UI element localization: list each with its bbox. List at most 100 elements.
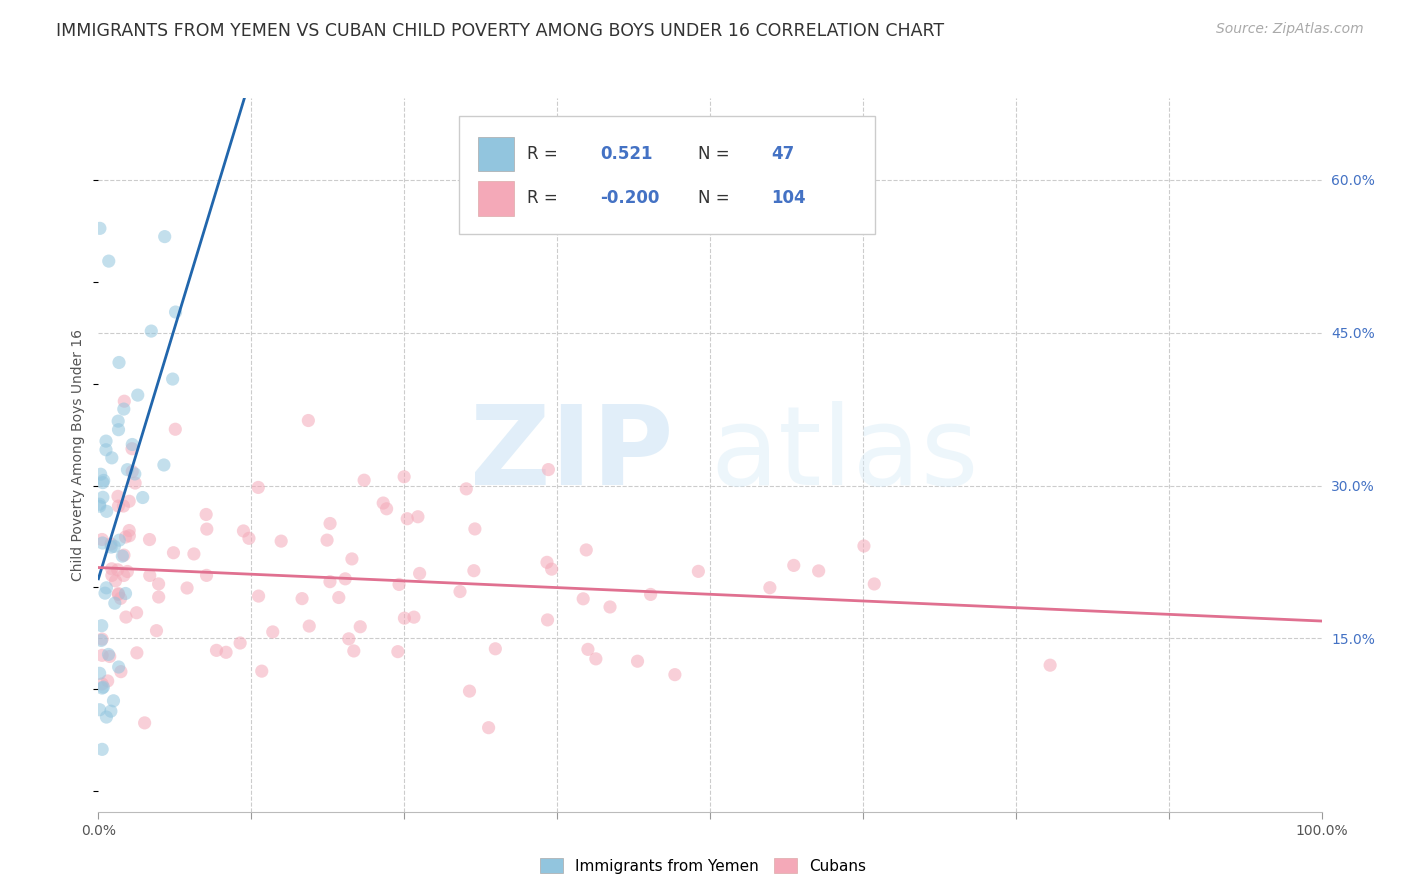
Point (215, 645, 238, 659)
Point (91, 632, 114, 646)
Point (96, 581, 118, 595)
Point (118, 494, 141, 508)
Point (91, 742, 114, 756)
Text: atlas: atlas (710, 401, 979, 508)
Point (375, 501, 398, 516)
FancyBboxPatch shape (460, 116, 875, 234)
FancyBboxPatch shape (478, 136, 515, 170)
Point (114, 586, 136, 600)
Point (97, 254, 120, 268)
Point (576, 642, 599, 657)
Point (298, 619, 321, 633)
Text: ZIP: ZIP (470, 401, 673, 508)
Point (138, 533, 160, 547)
Text: 0.521: 0.521 (600, 145, 652, 162)
Legend: Immigrants from Yemen, Cubans: Immigrants from Yemen, Cubans (534, 852, 872, 880)
Point (458, 684, 481, 698)
Point (319, 574, 342, 589)
Point (484, 641, 506, 656)
Point (783, 558, 806, 573)
Point (807, 564, 830, 578)
Point (536, 613, 558, 627)
Point (373, 496, 395, 510)
Point (91, 681, 114, 695)
Text: N =: N = (697, 145, 730, 162)
Point (536, 555, 558, 569)
Point (107, 489, 129, 503)
Point (540, 562, 562, 576)
Point (316, 533, 339, 548)
Point (104, 596, 127, 610)
Point (394, 611, 416, 625)
Point (328, 591, 350, 605)
Point (141, 324, 163, 338)
Point (165, 422, 187, 436)
Point (91, 648, 114, 663)
Point (112, 548, 135, 562)
Point (127, 388, 149, 402)
Point (664, 667, 686, 681)
Point (91, 475, 114, 490)
Text: R =: R = (526, 145, 557, 162)
Point (90, 618, 112, 632)
Point (449, 584, 471, 599)
Point (408, 566, 430, 581)
Point (195, 568, 218, 582)
Point (89, 497, 111, 511)
Point (335, 572, 357, 586)
Point (176, 581, 198, 595)
Point (118, 524, 141, 538)
Text: IMMIGRANTS FROM YEMEN VS CUBAN CHILD POVERTY AMONG BOYS UNDER 16 CORRELATION CHA: IMMIGRANTS FROM YEMEN VS CUBAN CHILD POV… (56, 22, 945, 40)
Point (340, 552, 363, 566)
Point (89, 703, 111, 717)
Point (575, 543, 598, 558)
Point (100, 704, 122, 718)
Point (112, 499, 135, 513)
Point (91, 677, 114, 691)
Point (297, 413, 319, 427)
Point (107, 423, 129, 437)
Point (183, 547, 205, 561)
Text: N =: N = (697, 189, 730, 207)
Point (406, 509, 429, 524)
Point (319, 516, 342, 531)
Point (110, 591, 132, 606)
Point (125, 606, 148, 620)
Point (139, 568, 162, 582)
Point (165, 305, 187, 319)
Point (107, 586, 129, 600)
Point (103, 694, 125, 708)
Point (118, 529, 141, 543)
Point (464, 522, 486, 536)
Text: -0.200: -0.200 (600, 189, 659, 207)
Point (107, 499, 129, 513)
Point (195, 522, 218, 536)
Point (238, 531, 260, 545)
Point (863, 577, 886, 591)
Point (599, 599, 621, 614)
Point (100, 562, 122, 576)
Point (353, 473, 375, 487)
Point (89, 666, 111, 681)
Point (98, 649, 121, 664)
Point (291, 591, 314, 606)
Point (148, 590, 170, 604)
Point (101, 450, 124, 465)
Point (124, 476, 146, 491)
Point (91, 536, 114, 550)
Point (478, 721, 501, 735)
Point (337, 632, 360, 646)
Point (89, 221, 111, 235)
Point (112, 568, 135, 582)
Point (205, 643, 228, 657)
Point (585, 652, 607, 666)
Point (90, 467, 112, 482)
Point (117, 565, 139, 579)
Point (232, 524, 254, 538)
Point (107, 563, 129, 577)
Point (107, 587, 129, 601)
Point (153, 229, 176, 244)
Point (396, 512, 419, 526)
Point (162, 546, 184, 560)
Point (96, 710, 118, 724)
